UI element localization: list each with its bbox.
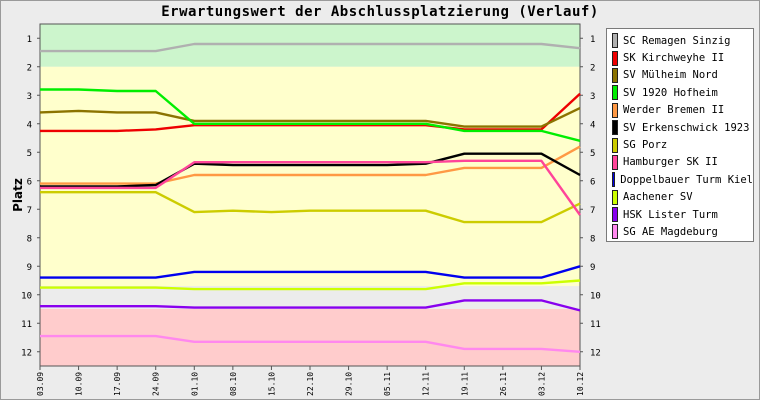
legend-item: SV 1920 Hofheim [607,84,753,101]
legend-item: Werder Bremen II [607,102,753,119]
legend-swatch [612,120,618,136]
legend-item: SG Porz [607,136,753,153]
x-tick-label: 24.09 [152,372,161,396]
y-tick-label-left: 11 [21,320,32,330]
legend-item: SV Erkenschwick 1923 [607,119,753,136]
legend-label: Werder Bremen II [623,104,725,117]
series-line-5 [40,145,581,185]
legend-swatch [612,67,618,83]
legend-label: SV 1920 Hofheim [623,86,718,99]
legend-swatch [612,207,618,223]
y-tick-label-right: 2 [590,63,595,73]
band-0 [40,24,580,67]
y-tick-label-right: 7 [590,206,595,216]
band-3 [40,309,580,366]
legend-swatch [612,172,616,188]
series-line-7 [40,190,581,224]
y-tick-label-left: 2 [27,63,32,73]
y-tick-label-left: 4 [27,120,32,130]
y-tick-label-right: 5 [590,149,595,159]
legend-label: Hamburger SK II [623,156,718,169]
legend-item: SV Mülheim Nord [607,67,753,84]
series-line-10 [40,279,581,291]
x-tick-label: 10.09 [75,372,84,396]
legend-swatch [612,189,618,205]
legend-label: Aachener SV [623,191,693,204]
series-line-6 [40,152,581,188]
x-tick-label: 12.11 [422,372,431,396]
y-tick-label-right: 3 [590,92,595,102]
series-line-2 [40,92,581,133]
y-tick-label-left: 10 [21,291,32,301]
legend-item: HSK Lister Turm [607,206,753,223]
y-tick-label-left: 12 [21,348,32,358]
series-line-3 [39,107,581,128]
legend-swatch [612,50,618,66]
legend-swatch [612,154,618,170]
series-line-9 [40,265,581,279]
x-tick-label: 01.10 [190,372,199,396]
chart-title: Erwartungswert der Abschlussplatzierung … [161,4,599,20]
series-line-12 [40,334,581,353]
legend-label: SV Erkenschwick 1923 [623,121,750,134]
legend-item: SC Remagen Sinzig [607,32,753,49]
x-tick-label: 19.11 [460,372,469,396]
x-tick-label: 05.11 [383,372,392,396]
x-tick-label: 03.09 [36,372,45,396]
y-tick-label-left: 6 [27,177,32,187]
legend-swatch [612,137,618,153]
x-tick-label: 26.11 [499,372,508,396]
legend-label: Doppelbauer Turm Kiel [620,173,753,186]
legend-item: SK Kirchweyhe II [607,49,753,66]
x-tick-label: 15.10 [267,372,276,396]
x-tick-label: 03.12 [537,372,546,396]
legend: SC Remagen Sinzig SK Kirchweyhe II SV Mülh… [606,28,754,242]
y-tick-label-left: 1 [27,35,32,45]
band-1 [40,66,580,287]
y-tick-label-right: 8 [590,234,595,244]
series-line-11 [40,299,581,312]
y-tick-label-left: 9 [27,263,32,273]
legend-label: HSK Lister Turm [623,208,718,221]
legend-label: SV Mülheim Nord [623,69,718,82]
legend-label: SC Remagen Sinzig [623,34,731,47]
y-tick-label-right: 6 [590,177,595,187]
legend-item: Doppelbauer Turm Kiel [607,171,753,188]
legend-swatch [612,85,618,101]
x-tick-label: 17.09 [113,372,122,396]
x-tick-label: 08.10 [229,372,238,396]
y-tick-label-left: 3 [27,92,32,102]
legend-swatch [612,102,618,118]
y-tick-label-left: 5 [27,149,32,159]
legend-item: SG AE Magdeburg [607,223,753,240]
x-tick-label: 29.10 [345,372,354,396]
y-tick-label-left: 8 [27,234,32,244]
legend-label: SG Porz [623,139,668,152]
y-tick-label-right: 12 [590,348,601,358]
x-tick-label: 10.12 [576,372,585,396]
series-line-1 [40,42,581,53]
y-tick-label-right: 1 [590,35,595,45]
legend-label: SK Kirchweyhe II [623,52,725,65]
y-tick-label-right: 4 [590,120,595,130]
legend-label: SG AE Magdeburg [623,225,718,238]
legend-swatch [612,224,618,240]
y-tick-label-left: 7 [27,206,32,216]
legend-item: Hamburger SK II [607,154,753,171]
y-tick-label-right: 9 [590,263,595,273]
series-line-4 [40,88,581,142]
y-tick-label-right: 11 [590,320,601,330]
x-tick-label: 22.10 [306,372,315,396]
series-line-8 [40,159,581,216]
y-tick-label-right: 10 [590,291,601,301]
legend-swatch [612,33,618,49]
legend-item: Aachener SV [607,189,753,206]
